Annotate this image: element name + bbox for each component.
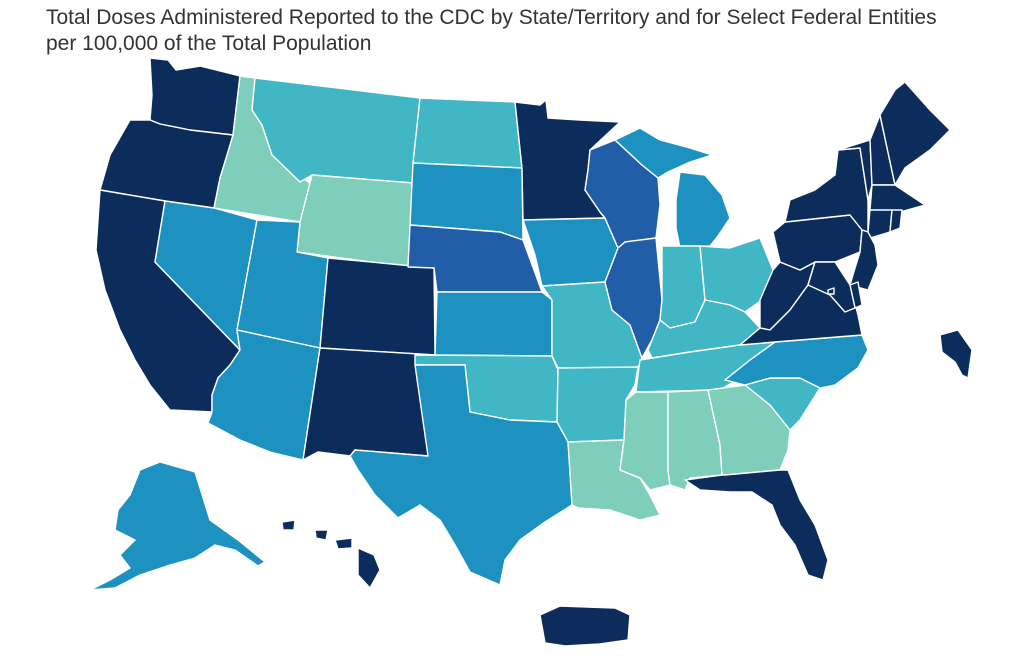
state-fl[interactable] [684, 469, 829, 581]
state-vt[interactable] [837, 139, 873, 201]
state-nj[interactable] [849, 229, 879, 291]
state-ri[interactable] [889, 209, 903, 233]
state-ms[interactable] [619, 391, 671, 491]
state-ks[interactable] [434, 291, 553, 357]
state-hi-big[interactable] [357, 547, 381, 589]
state-nd[interactable] [412, 97, 523, 169]
state-wa[interactable] [149, 57, 241, 136]
territory-pr[interactable] [539, 605, 631, 647]
state-mi-lower[interactable] [675, 171, 731, 249]
state-hi-oahu[interactable] [314, 529, 329, 541]
map-title-line-2: per 100,000 of the Total Population [46, 32, 372, 55]
state-ak[interactable] [89, 461, 266, 591]
state-md[interactable] [807, 261, 856, 313]
map-title: Total Doses Administered Reported to the… [46, 5, 1006, 57]
state-ia[interactable] [522, 217, 619, 287]
map-title-line-1: Total Doses Administered Reported to the… [46, 6, 937, 29]
state-ma[interactable] [869, 184, 926, 213]
state-dc-island-marker[interactable] [939, 329, 973, 379]
state-wy[interactable] [296, 174, 414, 268]
state-dc[interactable] [827, 287, 835, 295]
state-hi-maui[interactable] [334, 537, 353, 550]
state-hi-kauai[interactable] [281, 519, 296, 531]
state-mi-upper[interactable] [614, 127, 713, 179]
state-ct[interactable] [867, 209, 893, 239]
state-tx[interactable] [349, 364, 573, 586]
state-me[interactable] [879, 81, 951, 186]
state-nc[interactable] [724, 334, 869, 389]
state-co[interactable] [319, 257, 436, 356]
